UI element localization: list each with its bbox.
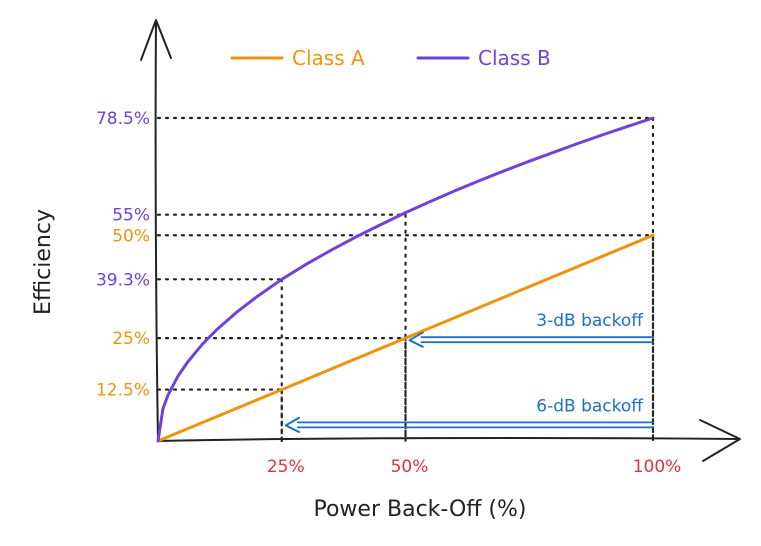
axes-layer <box>140 19 741 462</box>
arrow-3-db-backoff-head <box>408 331 424 349</box>
annotation-3-db-backoff: 3-dB backoff <box>536 311 644 331</box>
ticks-layer: 12.5%25%39.3%50%55%78.5%25% 50% 100% <box>96 109 681 477</box>
legend-layer: Class A Class B <box>230 46 551 70</box>
y-tick-label-4: 55% <box>112 206 150 226</box>
y-tick-label-1: 25% <box>112 329 150 349</box>
y-axis-line <box>154 21 159 442</box>
series-line-class-b <box>156 116 655 443</box>
y-tick-label-2: 39.3% <box>96 270 150 290</box>
y-tick-label-0: 12.5% <box>96 381 150 401</box>
x-axis-line <box>157 436 739 442</box>
grid-layer <box>156 116 655 443</box>
arrow-6-db-backoff-head <box>284 416 301 434</box>
x-axis-arrowhead <box>699 419 741 462</box>
annotation-layer: 3-dB backoff 6-dB backoff <box>284 311 654 434</box>
legend-label-class-a: Class A <box>292 46 365 70</box>
legend-label-class-b: Class B <box>478 46 551 70</box>
y-tick-label-5: 78.5% <box>96 109 150 129</box>
series-line-class-a <box>156 233 655 443</box>
x-tick-label-2: 100% <box>633 457 682 477</box>
x-axis-label: Power Back-Off (%) <box>313 497 526 522</box>
y-tick-label-3: 50% <box>112 226 150 246</box>
annotation-6-db-backoff: 6-dB backoff <box>536 396 644 416</box>
y-axis-label: Efficiency <box>31 209 56 315</box>
y-axis-arrowhead <box>140 19 172 61</box>
x-tick-label-1: 50% <box>391 457 429 477</box>
x-tick-label-0: 25% <box>267 457 305 477</box>
series-layer <box>156 116 655 443</box>
